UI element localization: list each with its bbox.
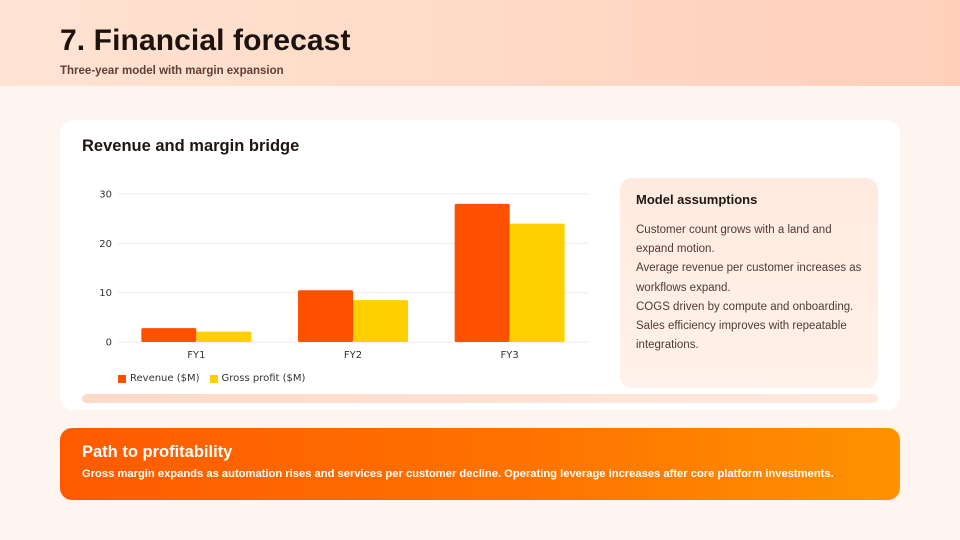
bar-chart: 0 10 20 30 FY1 FY2 FY3 Revenue ($M) Gross prof… bbox=[82, 176, 602, 391]
x-tick-label: FY2 bbox=[344, 350, 362, 361]
banner-title: Path to profitability bbox=[82, 443, 233, 461]
legend-label-revenue: Revenue ($M) bbox=[130, 373, 200, 384]
header-band: 7. Financial forecast Three-year model w… bbox=[0, 0, 960, 86]
card-progress-fill bbox=[82, 394, 878, 403]
page-title: 7. Financial forecast bbox=[60, 24, 351, 57]
y-tick-label: 0 bbox=[106, 338, 112, 349]
bar-fy1-gross-profit bbox=[196, 331, 252, 342]
assumption-item: Customer count grows with a land and exp… bbox=[636, 224, 832, 256]
y-tick-label: 30 bbox=[99, 190, 112, 201]
bar-fy2-gross-profit bbox=[353, 300, 408, 342]
bar-fy3-revenue bbox=[454, 203, 510, 342]
legend-label-gross-profit: Gross profit ($M) bbox=[221, 373, 306, 384]
legend-item-gross-profit: Gross profit ($M) bbox=[209, 373, 306, 384]
bar-fy3-gross-profit bbox=[509, 223, 565, 342]
assumption-item: COGS driven by compute and onboarding. bbox=[636, 300, 854, 313]
bar-fy2-revenue bbox=[298, 290, 353, 342]
bar-fy1-revenue bbox=[141, 328, 197, 342]
card-title: Revenue and margin bridge bbox=[82, 137, 300, 155]
x-tick-label: FY3 bbox=[501, 350, 519, 361]
assumptions-panel: Model assumptions Customer count grows w… bbox=[620, 178, 878, 388]
legend-swatch-revenue bbox=[118, 374, 126, 383]
assumptions-title: Model assumptions bbox=[636, 192, 758, 207]
page-subtitle: Three-year model with margin expansion bbox=[60, 65, 284, 77]
y-tick-label: 10 bbox=[99, 288, 112, 299]
legend-item-revenue: Revenue ($M) bbox=[118, 373, 200, 384]
legend-swatch-gross-profit bbox=[209, 374, 218, 383]
chart-card: Revenue and margin bridge 0 10 20 30 FY1 FY2 F… bbox=[60, 120, 900, 410]
assumption-item: Average revenue per customer increases a… bbox=[636, 262, 862, 294]
banner-text: Gross margin expands as automation rises… bbox=[82, 468, 834, 480]
x-tick-label: FY1 bbox=[187, 350, 205, 361]
card-progress-bar bbox=[82, 394, 878, 403]
chart-legend: Revenue ($M) Gross profit ($M) bbox=[118, 373, 305, 384]
y-tick-label: 20 bbox=[99, 239, 112, 250]
chart-svg: 0 10 20 30 FY1 FY2 FY3 bbox=[99, 190, 588, 361]
profitability-banner: Path to profitability Gross margin expan… bbox=[60, 428, 900, 500]
assumption-item: Sales efficiency improves with repeatabl… bbox=[636, 320, 847, 352]
